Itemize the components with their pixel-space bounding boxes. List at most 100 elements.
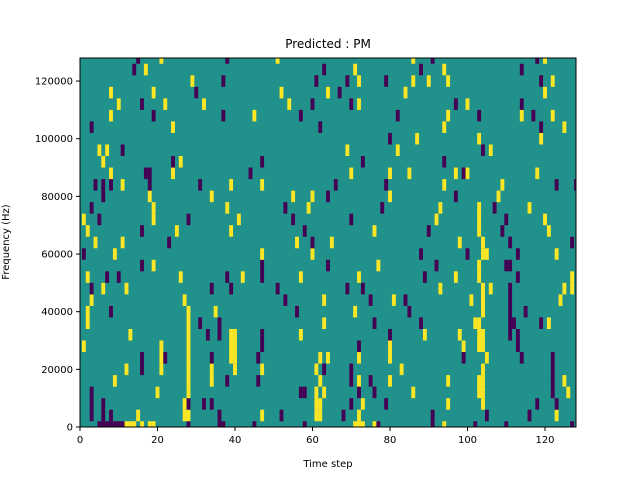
heatmap-cell-low	[291, 213, 296, 226]
heatmap-cell-low	[302, 225, 307, 237]
heatmap-cell-low	[147, 167, 152, 180]
heatmap-cell-high	[570, 271, 575, 283]
heatmap-cell-high	[473, 317, 478, 329]
heatmap-cell-low	[101, 409, 106, 422]
heatmap-cell-high	[357, 98, 361, 110]
heatmap-cell-low	[194, 86, 199, 99]
heatmap-cell-low	[500, 225, 505, 237]
heatmap-cell-high	[178, 156, 183, 168]
heatmap-cell-high	[163, 98, 168, 110]
heatmap-cell-high	[349, 167, 354, 180]
heatmap-cell-low	[453, 98, 458, 110]
heatmap-cell-high	[236, 213, 241, 226]
heatmap-cell-low	[89, 282, 94, 295]
heatmap-cell-low	[310, 236, 315, 249]
heatmap-cell-high	[481, 375, 485, 387]
heatmap-cell-high	[388, 167, 392, 180]
heatmap-cell-low	[256, 375, 261, 387]
heatmap-cell-high	[124, 282, 129, 295]
heatmap-cell-high	[252, 109, 257, 122]
heatmap-cell-high	[112, 248, 117, 260]
heatmap-cell-high	[260, 248, 265, 260]
heatmap-cell-high	[186, 328, 191, 341]
heatmap-cell-high	[318, 352, 323, 364]
heatmap-cell-high	[388, 340, 392, 353]
heatmap-cell-high	[446, 75, 451, 87]
heatmap-cell-high	[481, 294, 485, 306]
heatmap-cell-high	[477, 328, 482, 341]
heatmap-cell-low	[89, 121, 94, 133]
heatmap-cell-low	[395, 109, 400, 122]
heatmap-cell-low	[217, 421, 222, 427]
heatmap-cell-low	[109, 305, 113, 318]
heatmap-cell-low	[147, 179, 152, 191]
heatmap-cell-high	[186, 340, 191, 353]
heatmap-cell-low	[349, 398, 354, 410]
heatmap-cell-low	[504, 259, 509, 272]
heatmap-cell-high	[186, 305, 191, 318]
heatmap-cell-low	[422, 271, 427, 283]
heatmap-cell-high	[140, 421, 144, 427]
heatmap-cell-low	[326, 190, 330, 203]
heatmap-cell-low	[376, 421, 381, 427]
heatmap-cell-low	[341, 409, 346, 422]
heatmap-cell-high	[481, 363, 485, 376]
heatmap-cell-low	[322, 363, 327, 376]
heatmap-cell-high	[151, 213, 156, 226]
heatmap-cell-high	[438, 202, 443, 214]
heatmap-cell-high	[314, 363, 319, 376]
heatmap-cell-high	[85, 305, 90, 318]
heatmap-cell-low	[515, 248, 520, 260]
heatmap-cell-low	[97, 421, 102, 427]
heatmap-cell-low	[357, 340, 361, 353]
heatmap-cell-high	[500, 179, 505, 191]
heatmap-cell-low	[120, 421, 125, 427]
heatmap-cell-low	[89, 386, 94, 399]
heatmap-cell-high	[322, 317, 327, 329]
heatmap-cell-high	[186, 317, 191, 329]
heatmap-cell-low	[419, 63, 423, 76]
heatmap-cell-high	[388, 190, 392, 203]
heatmap-cell-low	[512, 317, 516, 329]
heatmap-cell-low	[531, 109, 536, 122]
heatmap-cell-high	[407, 167, 412, 180]
heatmap-cell-high	[329, 236, 334, 249]
heatmap-cell-high	[391, 294, 396, 306]
heatmap-cell-high	[484, 248, 489, 260]
heatmap-cell-high	[132, 421, 137, 427]
heatmap-cell-high	[128, 328, 133, 341]
heatmap-cell-high	[171, 167, 175, 180]
heatmap-cell-high	[178, 271, 183, 283]
heatmap-cell-low	[120, 144, 125, 157]
heatmap-cell-high	[360, 398, 365, 410]
heatmap-cell-high	[477, 375, 482, 387]
heatmap-cell-high	[411, 58, 416, 64]
heatmap-cell-high	[159, 340, 164, 353]
heatmap-cell-low	[209, 398, 214, 410]
heatmap-cell-low	[434, 259, 439, 272]
heatmap-cell-low	[202, 398, 206, 410]
heatmap-cell-low	[504, 213, 509, 226]
heatmap-cell-low	[388, 328, 392, 341]
heatmap-cell-high	[101, 156, 106, 168]
heatmap-cell-high	[481, 236, 485, 249]
heatmap-cell-low	[283, 294, 288, 306]
x-tick-label: 80	[384, 435, 397, 446]
heatmap-cell-low	[461, 352, 466, 364]
heatmap-cell-low	[198, 179, 203, 191]
heatmap-cell-low	[333, 179, 338, 191]
heatmap-cell-high	[496, 190, 501, 203]
heatmap-cell-low	[186, 213, 191, 226]
heatmap-cell-high	[225, 202, 230, 214]
y-tick-label: 100000	[35, 134, 73, 145]
heatmap-cell-low	[508, 282, 513, 295]
heatmap-cell-low	[349, 375, 354, 387]
heatmap-cell-high	[566, 386, 571, 399]
heatmap-cell-low	[318, 121, 323, 133]
heatmap-cell-low	[81, 248, 86, 260]
heatmap-cell-high	[209, 190, 214, 203]
y-tick-label: 120000	[35, 77, 73, 88]
heatmap-cell-high	[109, 109, 113, 122]
heatmap-cell-low	[109, 421, 113, 427]
heatmap-cell-low	[105, 271, 110, 283]
